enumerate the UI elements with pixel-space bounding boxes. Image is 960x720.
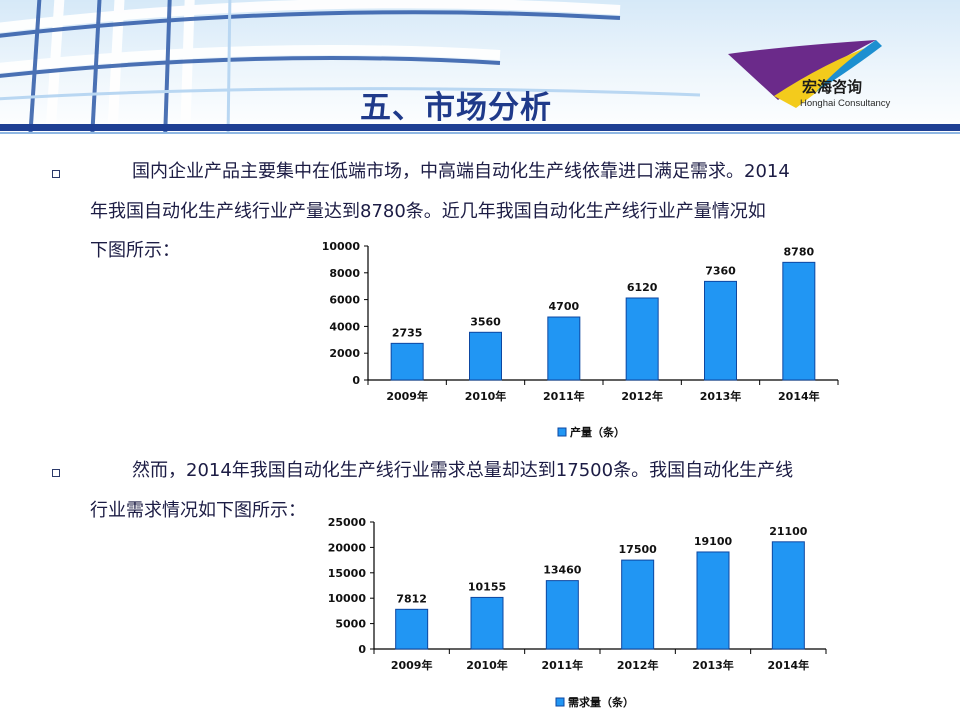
- honghai-logo-icon: [728, 40, 882, 108]
- bar: [545, 580, 579, 650]
- bar: [621, 559, 655, 650]
- y-tick-label: 8000: [329, 267, 360, 280]
- bar-value-label: 13460: [543, 564, 582, 577]
- logo-name-cn: 宏海咨询: [802, 78, 863, 96]
- x-tick-label: 2013年: [692, 658, 734, 672]
- bar-value-label: 19100: [694, 535, 733, 548]
- demand-bar-chart: 0 5000 10000 15000 20000 25000 7812 2009年 10155 2…: [328, 516, 827, 709]
- bar: [547, 316, 581, 381]
- x-tick-label: 2013年: [700, 389, 742, 403]
- paragraph-line: 然而，2014年我国自动化生产线行业需求总量却达到17500条。我国自动化生产线: [132, 460, 794, 481]
- y-tick-label: 10000: [328, 592, 367, 605]
- paragraph-line: 下图所示：: [90, 240, 180, 261]
- bar-value-label: 17500: [619, 543, 658, 556]
- bullet-icon: [52, 469, 60, 477]
- paragraph-line: 年我国自动化生产线行业产量达到8780条。近几年我国自动化生产线行业产量情况如: [90, 201, 766, 222]
- legend-swatch: [557, 427, 567, 437]
- slide-title: 五、市场分析: [360, 90, 552, 126]
- legend-label: 产量（条）: [570, 425, 625, 439]
- bar: [704, 280, 737, 381]
- y-tick-label: 4000: [329, 320, 360, 333]
- bullet-icon: [52, 170, 60, 178]
- x-tick-label: 2009年: [391, 658, 433, 672]
- x-tick-label: 2010年: [465, 389, 507, 403]
- bar: [771, 541, 805, 650]
- y-tick-label: 5000: [335, 618, 366, 631]
- header-rule: [0, 124, 960, 131]
- bar: [469, 331, 502, 381]
- x-tick-label: 2014年: [778, 389, 820, 403]
- bar-value-label: 4700: [549, 300, 580, 313]
- bar: [782, 261, 816, 381]
- x-tick-label: 2010年: [466, 658, 508, 672]
- bar-value-label: 21100: [769, 525, 808, 538]
- bar: [395, 608, 429, 650]
- bar-value-label: 10155: [468, 580, 506, 593]
- bar-value-label: 7812: [396, 592, 427, 605]
- bar-value-label: 8780: [784, 245, 815, 258]
- slide-header: 五、市场分析 宏海咨询 Honghai Consultancy: [0, 0, 960, 134]
- legend-swatch: [555, 697, 565, 707]
- x-tick-label: 2014年: [768, 658, 810, 672]
- legend-label: 需求量（条）: [568, 695, 634, 709]
- bar: [470, 596, 504, 650]
- y-tick-label: 20000: [328, 541, 367, 554]
- y-tick-label: 0: [352, 374, 360, 387]
- bar: [625, 297, 659, 381]
- y-tick-label: 10000: [322, 240, 361, 253]
- logo-name-en: Honghai Consultancy: [800, 98, 891, 109]
- x-tick-label: 2009年: [386, 389, 428, 403]
- bar: [390, 342, 424, 381]
- bar-value-label: 6120: [627, 281, 658, 294]
- bar-value-label: 7360: [705, 264, 736, 277]
- x-tick-label: 2011年: [543, 389, 585, 403]
- bar: [696, 551, 730, 650]
- header-decoration: [0, 0, 701, 134]
- header-rule-accent: [0, 132, 960, 134]
- y-tick-label: 15000: [328, 567, 367, 580]
- bar-value-label: 2735: [392, 326, 423, 339]
- x-tick-label: 2012年: [617, 658, 659, 672]
- y-tick-label: 2000: [329, 347, 360, 360]
- x-tick-label: 2012年: [621, 389, 663, 403]
- paragraph-line: 行业需求情况如下图所示：: [90, 500, 306, 521]
- paragraph-line: 国内企业产品主要集中在低端市场，中高端自动化生产线依靠进口满足需求。2014: [132, 161, 790, 182]
- y-tick-label: 0: [358, 643, 366, 656]
- y-tick-label: 6000: [329, 294, 360, 307]
- y-tick-label: 25000: [328, 516, 367, 529]
- x-tick-label: 2011年: [542, 658, 584, 672]
- production-bar-chart: 0 2000 4000 6000 8000 10000 2735 2009年 3560 2010年…: [322, 240, 839, 439]
- bar-value-label: 3560: [470, 315, 501, 328]
